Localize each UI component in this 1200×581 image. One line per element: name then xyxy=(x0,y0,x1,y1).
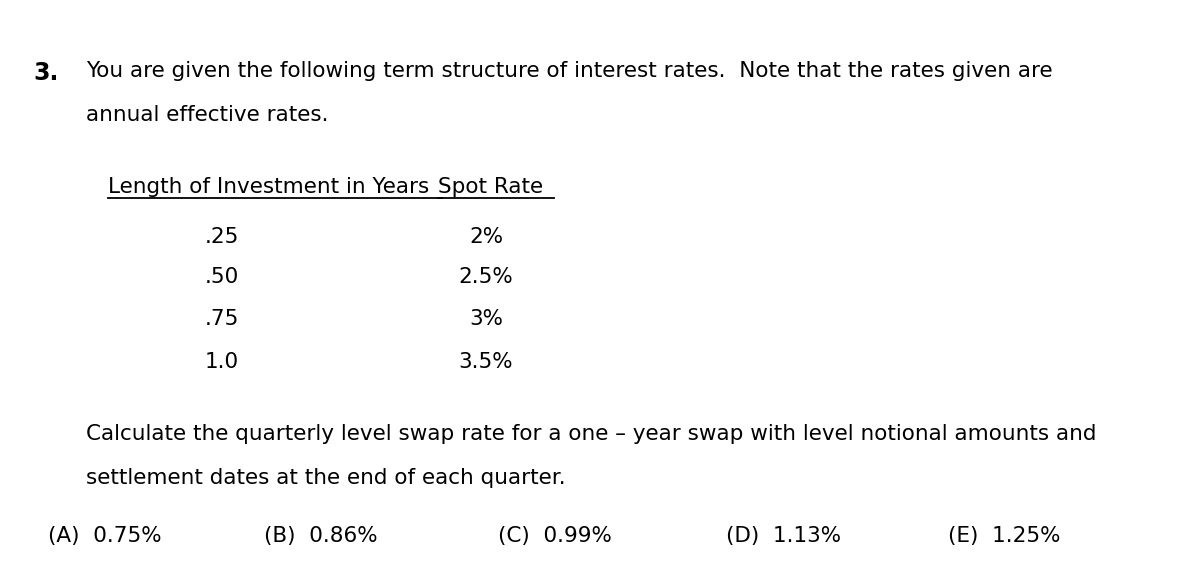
Text: 2%: 2% xyxy=(469,227,503,246)
Text: .75: .75 xyxy=(205,309,239,329)
Text: 3.: 3. xyxy=(34,61,59,85)
Text: (D)  1.13%: (D) 1.13% xyxy=(726,526,841,546)
Text: Spot Rate: Spot Rate xyxy=(438,177,544,197)
Text: .50: .50 xyxy=(205,267,239,287)
Text: 2.5%: 2.5% xyxy=(458,267,514,287)
Text: settlement dates at the end of each quarter.: settlement dates at the end of each quar… xyxy=(86,468,566,487)
Text: (A)  0.75%: (A) 0.75% xyxy=(48,526,162,546)
Text: You are given the following term structure of interest rates.  Note that the rat: You are given the following term structu… xyxy=(86,61,1054,81)
Text: (E)  1.25%: (E) 1.25% xyxy=(948,526,1061,546)
Text: 1.0: 1.0 xyxy=(205,352,239,371)
Text: .25: .25 xyxy=(205,227,239,246)
Text: Calculate the quarterly level swap rate for a one – year swap with level notiona: Calculate the quarterly level swap rate … xyxy=(86,424,1097,444)
Text: 3.5%: 3.5% xyxy=(458,352,514,371)
Text: annual effective rates.: annual effective rates. xyxy=(86,105,329,124)
Text: (C)  0.99%: (C) 0.99% xyxy=(498,526,612,546)
Text: (B)  0.86%: (B) 0.86% xyxy=(264,526,378,546)
Text: Length of Investment in Years: Length of Investment in Years xyxy=(108,177,430,197)
Text: 3%: 3% xyxy=(469,309,503,329)
